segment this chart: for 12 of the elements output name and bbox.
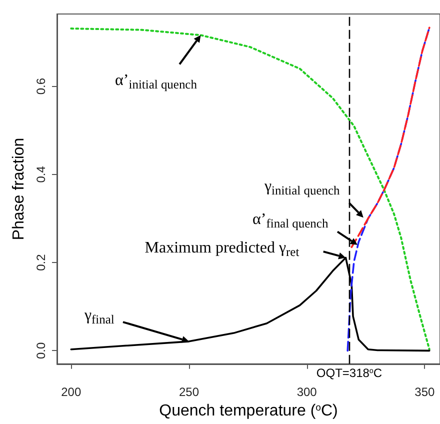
- x-tick-label: 300: [296, 384, 318, 399]
- x-tick-label: 350: [414, 384, 436, 399]
- x-tick-label: 250: [178, 384, 200, 399]
- y-tick-label: 0.4: [34, 166, 48, 183]
- line-series: [70, 28, 430, 350]
- y-axis-title: Phase fraction: [10, 138, 28, 240]
- y-tick-label: 0.0: [34, 342, 48, 360]
- line-series: [346, 26, 430, 352]
- y-tick-label: 0.6: [34, 78, 48, 95]
- y-tick-label: 0.2: [34, 254, 48, 271]
- x-tick-label: 200: [61, 384, 82, 399]
- line-series: [350, 26, 430, 248]
